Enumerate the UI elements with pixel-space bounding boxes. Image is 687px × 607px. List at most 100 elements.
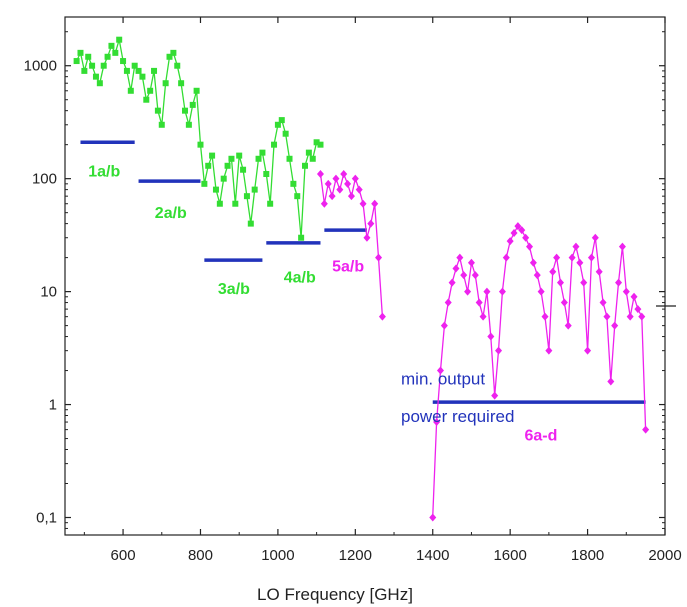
data-point bbox=[123, 67, 130, 74]
annotation-text: min. output bbox=[401, 370, 485, 389]
data-point bbox=[556, 278, 564, 287]
data-point bbox=[166, 53, 173, 60]
data-point bbox=[120, 58, 127, 65]
data-point bbox=[483, 287, 491, 296]
data-point bbox=[587, 253, 595, 262]
data-point bbox=[236, 152, 243, 159]
data-point bbox=[572, 242, 580, 251]
data-point bbox=[444, 298, 452, 307]
data-point bbox=[89, 62, 96, 69]
data-point bbox=[367, 219, 375, 228]
data-point bbox=[143, 96, 150, 103]
data-point bbox=[591, 233, 599, 242]
data-point bbox=[475, 298, 483, 307]
data-point bbox=[108, 42, 115, 49]
data-point bbox=[73, 58, 80, 65]
series-line bbox=[76, 39, 321, 238]
data-point bbox=[378, 312, 386, 321]
data-point bbox=[448, 278, 456, 287]
data-point bbox=[429, 513, 437, 522]
data-point bbox=[220, 175, 227, 182]
data-point bbox=[313, 139, 320, 146]
data-point bbox=[263, 170, 270, 177]
data-point bbox=[240, 166, 247, 173]
data-point bbox=[584, 346, 592, 355]
data-point bbox=[603, 312, 611, 321]
data-point bbox=[526, 242, 534, 251]
data-point bbox=[595, 267, 603, 276]
data-point bbox=[154, 107, 161, 114]
data-point bbox=[228, 155, 235, 162]
data-point bbox=[286, 155, 293, 162]
data-point bbox=[440, 321, 448, 330]
data-point bbox=[618, 242, 626, 251]
data-point bbox=[205, 162, 212, 169]
data-point bbox=[116, 36, 123, 43]
data-point bbox=[467, 258, 475, 267]
data-point bbox=[309, 155, 316, 162]
data-point bbox=[514, 222, 522, 231]
data-point bbox=[182, 107, 188, 114]
data-point bbox=[560, 298, 568, 307]
data-point bbox=[197, 141, 204, 148]
data-point bbox=[564, 321, 572, 330]
x-axis-title: LO Frequency [GHz] bbox=[257, 585, 413, 604]
y-tick-label: 1 bbox=[49, 397, 57, 414]
band-label: 6a-d bbox=[524, 428, 557, 445]
band-labels: 1a/b 2a/b 3a/b 4a/b 5a/b 6a-d min. output power… bbox=[88, 163, 557, 444]
data-point bbox=[305, 149, 312, 156]
data-point bbox=[170, 49, 177, 56]
annotation-text: power required bbox=[401, 407, 514, 426]
data-point bbox=[251, 186, 258, 193]
series-green bbox=[73, 36, 324, 241]
x-axis-ticks: 600 800 1000 1200 1400 1600 1800 2000 bbox=[83, 17, 682, 564]
data-point bbox=[344, 179, 352, 188]
data-point bbox=[506, 237, 514, 246]
band-label: 3a/b bbox=[218, 281, 250, 298]
data-point bbox=[479, 312, 487, 321]
data-point bbox=[135, 67, 142, 74]
data-point bbox=[298, 234, 305, 241]
data-point bbox=[131, 62, 138, 69]
band-label: 2a/b bbox=[155, 205, 187, 222]
x-tick-label: 800 bbox=[188, 547, 213, 564]
data-point bbox=[158, 121, 165, 128]
data-series bbox=[73, 36, 650, 522]
data-point bbox=[96, 80, 103, 87]
data-point bbox=[259, 149, 266, 156]
data-point bbox=[290, 180, 297, 187]
data-point bbox=[209, 152, 216, 159]
data-point bbox=[549, 267, 557, 276]
data-point bbox=[456, 253, 464, 262]
x-tick-label: 2000 bbox=[648, 547, 681, 564]
data-point bbox=[522, 233, 530, 242]
data-point bbox=[151, 67, 158, 74]
data-point bbox=[642, 425, 650, 434]
data-point bbox=[77, 49, 84, 56]
data-point bbox=[626, 312, 634, 321]
data-point bbox=[212, 186, 219, 193]
data-point bbox=[92, 73, 99, 80]
data-point bbox=[518, 226, 526, 235]
band-label: 4a/b bbox=[284, 270, 316, 287]
x-tick-label: 1000 bbox=[261, 547, 294, 564]
data-point bbox=[537, 287, 545, 296]
data-point bbox=[247, 220, 254, 227]
data-point bbox=[282, 130, 289, 137]
data-point bbox=[363, 233, 371, 242]
data-point bbox=[243, 193, 250, 200]
x-tick-label: 1200 bbox=[339, 547, 372, 564]
data-point bbox=[278, 117, 285, 124]
data-point bbox=[294, 193, 301, 200]
data-point bbox=[328, 192, 336, 201]
data-point bbox=[375, 253, 383, 262]
data-point bbox=[316, 169, 324, 178]
data-point bbox=[553, 253, 561, 262]
data-point bbox=[638, 312, 646, 321]
data-point bbox=[433, 418, 441, 427]
data-point bbox=[607, 377, 615, 386]
data-point bbox=[336, 185, 344, 194]
data-point bbox=[332, 174, 340, 183]
data-point bbox=[436, 366, 444, 375]
data-point bbox=[568, 253, 576, 262]
